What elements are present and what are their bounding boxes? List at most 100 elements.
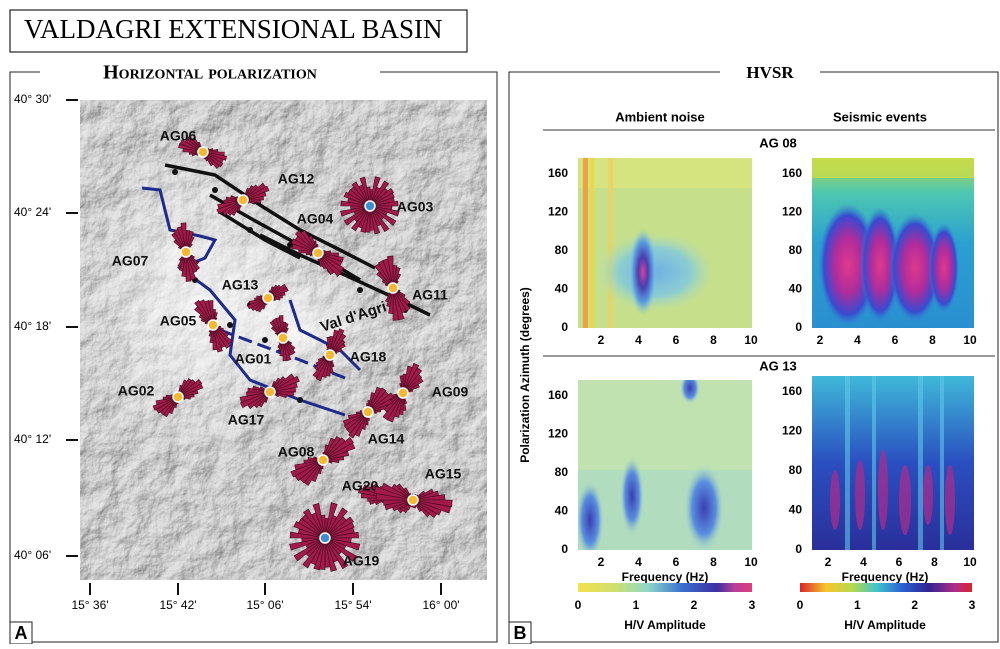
rose-diagram bbox=[194, 299, 233, 353]
title-box bbox=[9, 9, 468, 53]
station-marker bbox=[397, 387, 409, 399]
station-label: AG17 bbox=[228, 412, 265, 428]
lat-label: 40° 12' bbox=[14, 432, 51, 446]
x-tick-label: 8 bbox=[710, 555, 717, 569]
rose-diagram bbox=[374, 255, 411, 321]
rose-diagram bbox=[239, 373, 300, 410]
lon-label: 15° 36' bbox=[71, 598, 108, 612]
station-marker bbox=[180, 246, 192, 258]
y-tick-label: 0 bbox=[795, 542, 802, 556]
colorbar-tick-label: 3 bbox=[749, 598, 756, 612]
rose-diagram bbox=[290, 229, 345, 277]
station-label: AG06 bbox=[160, 128, 197, 144]
y-tick-label: 120 bbox=[782, 205, 802, 219]
rose-diagram bbox=[290, 435, 356, 486]
x-tick-label: 6 bbox=[673, 555, 680, 569]
y-tick-label: 160 bbox=[548, 388, 568, 402]
y-tick-label: 80 bbox=[789, 243, 803, 257]
rose-diagram bbox=[269, 315, 296, 362]
heatmap bbox=[578, 158, 752, 328]
station-marker bbox=[324, 349, 336, 361]
station-label: AG15 bbox=[425, 466, 462, 482]
station-label: AG07 bbox=[112, 253, 149, 269]
station-label: AG08 bbox=[278, 444, 315, 460]
station-marker bbox=[264, 386, 276, 398]
x-tick-label: 4 bbox=[860, 555, 867, 569]
y-tick-label: 40 bbox=[789, 503, 803, 517]
x-tick-label: 4 bbox=[854, 333, 861, 347]
rose-diagram bbox=[247, 283, 289, 313]
rose-diagram bbox=[382, 362, 424, 423]
y-tick-label: 120 bbox=[782, 424, 802, 438]
fault bbox=[164, 163, 376, 270]
y-tick-label: 40 bbox=[555, 282, 569, 296]
rose-diagram bbox=[171, 222, 200, 282]
colorbar-label: H/V Amplitude bbox=[844, 618, 926, 632]
colorbar-label: H/V Amplitude bbox=[624, 618, 706, 632]
station-label: AG04 bbox=[297, 211, 334, 227]
colorbar-tick-label: 1 bbox=[854, 598, 861, 612]
x-axis-label: Frequency (Hz) bbox=[842, 570, 929, 584]
y-tick-label: 80 bbox=[555, 243, 569, 257]
y-tick-label: 0 bbox=[561, 320, 568, 334]
x-tick-label: 10 bbox=[963, 555, 977, 569]
rose-diagram bbox=[340, 176, 400, 235]
station-label: AG18 bbox=[350, 349, 387, 365]
station-label: AG19 bbox=[343, 553, 380, 569]
x-tick-label: 8 bbox=[710, 333, 717, 347]
rose-petal bbox=[180, 222, 187, 253]
station-label: AG05 bbox=[160, 313, 197, 329]
station-label: AG02 bbox=[118, 383, 155, 399]
x-tick-label: 4 bbox=[635, 555, 642, 569]
x-tick-label: 6 bbox=[896, 555, 903, 569]
colorbar-tick-label: 2 bbox=[691, 598, 698, 612]
heatmap bbox=[812, 158, 974, 328]
station-marker bbox=[197, 146, 209, 158]
y-tick-label: 80 bbox=[789, 463, 803, 477]
station-label: AG01 bbox=[235, 351, 272, 367]
station-marker bbox=[207, 319, 219, 331]
colorbar-tick-label: 0 bbox=[797, 598, 804, 612]
y-tick-label: 120 bbox=[548, 205, 568, 219]
rose-diagram bbox=[216, 182, 270, 216]
lon-label: 15° 42' bbox=[159, 598, 196, 612]
lat-label: 40° 30' bbox=[14, 92, 51, 106]
figure-title: VALDAGRI EXTENSIONAL BASIN bbox=[24, 14, 443, 44]
station-marker bbox=[387, 282, 399, 294]
rose-diagram bbox=[312, 328, 347, 382]
heading-gap bbox=[40, 64, 380, 80]
fault bbox=[288, 299, 362, 372]
station-marker bbox=[277, 332, 289, 344]
colorbar bbox=[800, 583, 972, 592]
colorbar-tick-label: 1 bbox=[633, 598, 640, 612]
colorbar-tick-label: 2 bbox=[911, 598, 918, 612]
y-tick-label: 160 bbox=[548, 166, 568, 180]
heatmap bbox=[578, 380, 752, 550]
station-label: AG09 bbox=[432, 384, 469, 400]
panel-label: A bbox=[15, 623, 28, 643]
station-marker bbox=[364, 200, 376, 212]
colorbar bbox=[578, 583, 752, 592]
station-marker bbox=[262, 292, 274, 304]
y-tick-label: 0 bbox=[561, 542, 568, 556]
x-tick-label: 4 bbox=[635, 333, 642, 347]
y-tick-label: 160 bbox=[782, 166, 802, 180]
station-marker bbox=[319, 532, 331, 544]
colorbar-tick-label: 3 bbox=[969, 598, 976, 612]
column-header: Ambient noise bbox=[615, 109, 705, 124]
station-marker bbox=[237, 194, 249, 206]
rose-petal bbox=[208, 300, 214, 326]
rose-diagram bbox=[373, 482, 453, 519]
lon-label: 15° 54' bbox=[334, 598, 371, 612]
station-label: AG03 bbox=[397, 199, 434, 215]
x-tick-label: 10 bbox=[744, 555, 758, 569]
y-tick-label: 40 bbox=[555, 504, 569, 518]
station-marker bbox=[317, 454, 329, 466]
x-tick-label: 6 bbox=[673, 333, 680, 347]
colorbar-tick-label: 0 bbox=[575, 598, 582, 612]
x-tick-label: 10 bbox=[744, 333, 758, 347]
rose-diagram bbox=[342, 386, 395, 439]
station-label: AG14 bbox=[368, 431, 405, 447]
lat-label: 40° 06' bbox=[14, 548, 51, 562]
row-header: AG 08 bbox=[759, 135, 797, 150]
